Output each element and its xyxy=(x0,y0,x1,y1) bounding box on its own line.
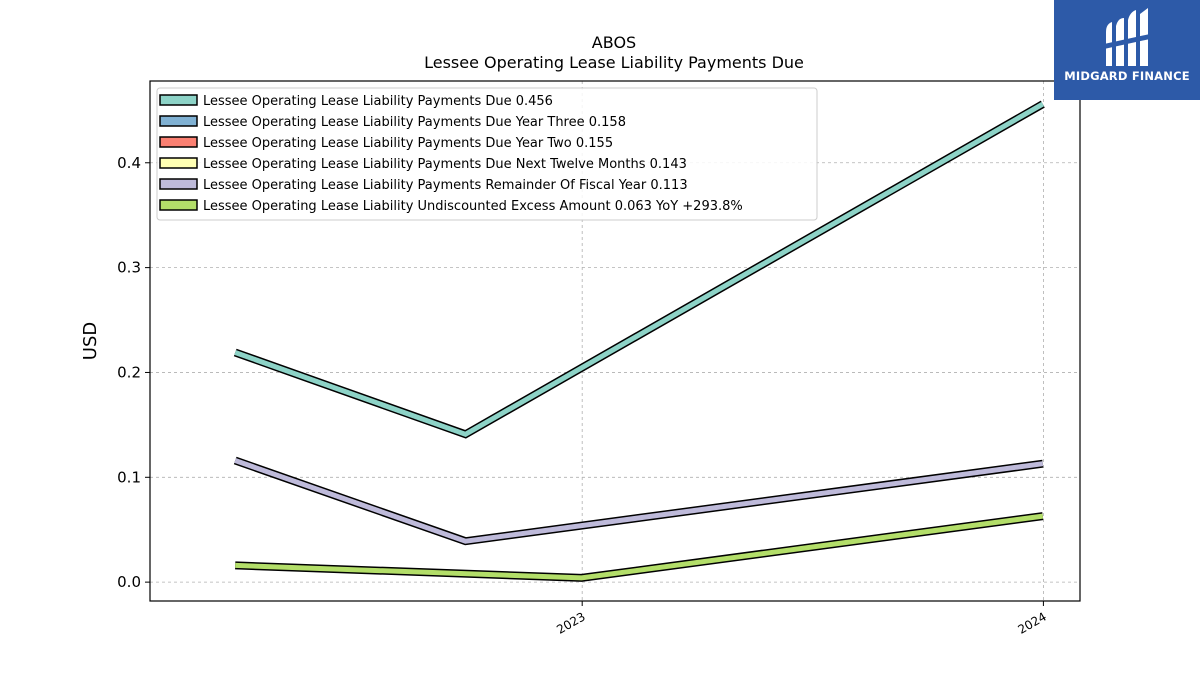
legend-entry: Lessee Operating Lease Liability Payment… xyxy=(203,178,688,193)
legend-box xyxy=(156,87,818,221)
series-line-fill xyxy=(234,458,1044,544)
y-axis: 0.0 0.1 0.2 0.3 0.4 xyxy=(117,154,150,591)
legend: Lessee Operating Lease Liability Payment… xyxy=(156,87,818,221)
legend-entry: Lessee Operating Lease Liability Payment… xyxy=(203,136,613,151)
legend-entry: Lessee Operating Lease Liability Undisco… xyxy=(203,199,743,214)
x-tick-label: 2024 xyxy=(1015,609,1048,636)
brand-logo: MIDGARD FINANCE xyxy=(1054,0,1200,100)
legend-swatch xyxy=(159,115,198,127)
legend-swatch xyxy=(159,199,198,211)
chart-subtitle: Lessee Operating Lease Liability Payment… xyxy=(424,53,804,72)
y-tick-label: 0.0 xyxy=(117,573,141,591)
y-tick-label: 0.2 xyxy=(117,363,141,381)
series-layer xyxy=(233,100,1045,582)
series-line-fill xyxy=(234,101,1045,438)
y-tick-label: 0.3 xyxy=(117,259,141,277)
x-axis: 2023 2024 xyxy=(554,601,1049,637)
plot-frame xyxy=(149,80,1081,602)
y-tick-label: 0.4 xyxy=(117,154,141,172)
legend-swatch xyxy=(159,157,198,169)
logo-mark-icon xyxy=(1104,8,1150,66)
series-line-fill xyxy=(235,513,1044,581)
legend-entry: Lessee Operating Lease Liability Payment… xyxy=(203,157,687,172)
x-tick-label: 2023 xyxy=(554,609,587,636)
legend-swatch xyxy=(159,136,198,148)
legend-entry: Lessee Operating Lease Liability Payment… xyxy=(203,115,626,130)
y-tick-label: 0.1 xyxy=(117,468,141,486)
y-axis-label: USD xyxy=(80,322,101,360)
series-line xyxy=(233,456,1044,546)
chart-title: ABOS xyxy=(592,33,636,52)
series-line xyxy=(233,100,1045,439)
legend-swatch xyxy=(159,178,198,190)
legend-swatch xyxy=(159,94,198,106)
series-line xyxy=(235,512,1044,582)
logo-text: MIDGARD FINANCE xyxy=(1064,69,1190,83)
legend-entry: Lessee Operating Lease Liability Payment… xyxy=(203,94,553,109)
